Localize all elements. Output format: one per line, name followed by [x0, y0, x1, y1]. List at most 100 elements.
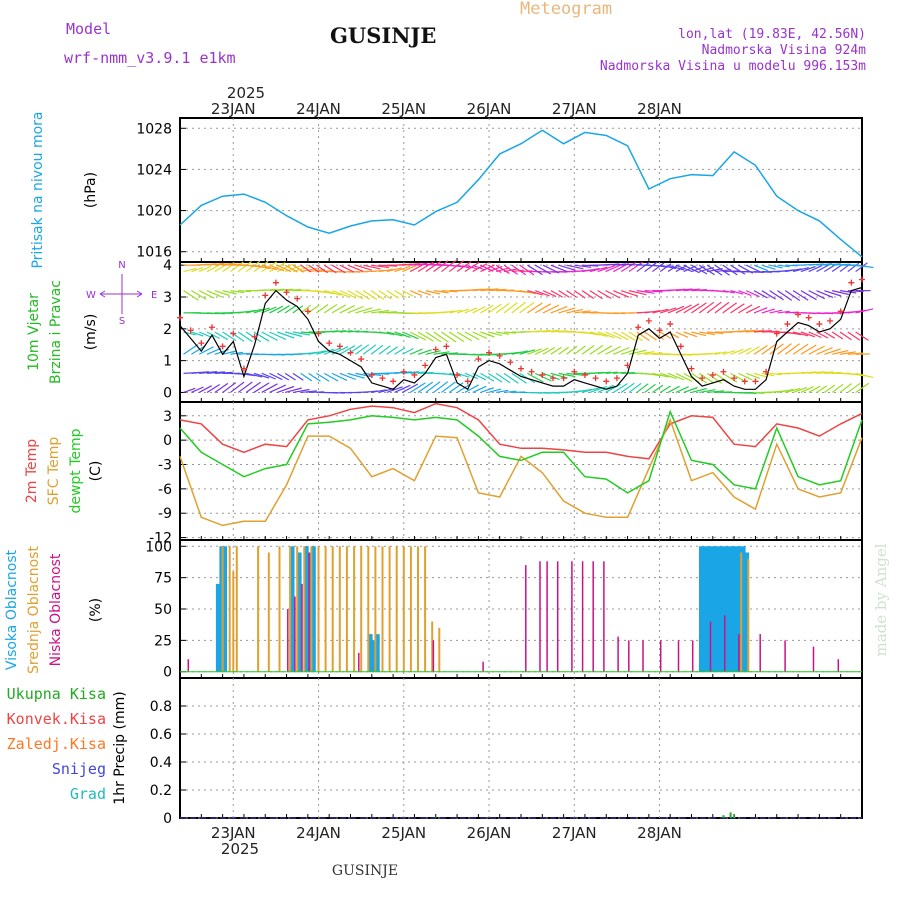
wind-arrow — [839, 331, 852, 341]
wind-arrow — [738, 372, 753, 381]
model-label: Model — [66, 20, 111, 38]
temperature-ytick-label: -12 — [149, 531, 172, 547]
wind-arrow — [449, 264, 463, 268]
compass-north: N — [118, 260, 125, 271]
wind-arrow — [769, 343, 784, 355]
gust-marker — [251, 333, 258, 340]
wind-arrow — [378, 345, 391, 355]
wind-arrow — [534, 372, 552, 382]
wind-arrow — [777, 343, 792, 355]
wind-arrow — [527, 290, 543, 296]
wind-arrow — [769, 372, 782, 376]
wind-arrow — [589, 331, 608, 337]
gust-marker — [454, 371, 461, 378]
wind-arrow — [324, 347, 342, 355]
wind-arrow — [808, 263, 824, 266]
wind-panel: 0 1 2 3 4 10m Vjetar Brzina i Pravac (m/s) N W E S — [26, 258, 874, 403]
gust-marker — [518, 365, 524, 372]
wind-arrow — [503, 390, 517, 394]
wind-arrow — [495, 264, 510, 275]
wind-arrow — [675, 264, 687, 273]
gust-marker — [475, 356, 482, 363]
wind-arrow — [581, 290, 595, 299]
wind-arrow — [831, 383, 844, 393]
wind-arrow — [308, 264, 320, 273]
wind-arrow — [300, 372, 313, 382]
precip-legend-1: Konvek.Kisa — [7, 710, 106, 728]
bottom-date-label: 26JAN — [467, 824, 512, 842]
wind-arrow — [441, 372, 455, 376]
wind-arrow — [253, 264, 271, 270]
gust-marker — [187, 327, 194, 334]
wind-arrow — [706, 372, 722, 384]
wind-arrow — [675, 372, 693, 382]
wind-arrow — [472, 288, 491, 292]
wind-arrow — [636, 351, 655, 355]
gust-marker — [283, 289, 290, 296]
wind-arrow — [831, 264, 843, 273]
pressure-unit: (hPa) — [83, 172, 99, 208]
wind-arrow — [613, 263, 627, 266]
wind-arrow — [464, 372, 479, 380]
wind-arrow — [847, 331, 861, 341]
wind-arrow — [472, 264, 486, 271]
gust-marker — [656, 327, 663, 334]
wind-arrow — [582, 311, 598, 314]
precip-ytick-label: 0.4 — [150, 755, 172, 771]
wind-arrow — [683, 264, 700, 274]
wind-arrow — [800, 344, 817, 355]
bottom-date-label: 25JAN — [381, 824, 426, 842]
wind-arrow — [425, 290, 441, 295]
gust-marker — [230, 330, 237, 337]
temp-label-2: dewpt Temp — [68, 428, 84, 513]
wind-arrow — [402, 383, 419, 393]
gust-marker — [581, 371, 588, 378]
gust-marker — [699, 375, 706, 382]
gust-marker — [677, 343, 684, 350]
wind-arrow — [237, 331, 253, 343]
wind-arrow — [722, 290, 735, 294]
wind-arrow — [550, 346, 562, 355]
wind-arrow — [566, 345, 578, 355]
wind-arrow — [691, 331, 707, 337]
wind-arrow — [550, 264, 568, 273]
wind-arrow — [730, 264, 746, 275]
gust-marker — [741, 378, 748, 385]
wind-arrow — [183, 267, 197, 273]
gust-marker — [709, 371, 716, 378]
wind-arrow — [292, 331, 311, 336]
wind-arrow — [644, 261, 658, 273]
wind-arrow — [472, 331, 488, 339]
wind-arrow — [410, 371, 427, 374]
wind-arrow — [558, 264, 576, 271]
wind-arrow — [683, 386, 698, 394]
wind-arrow — [277, 385, 295, 394]
wind-arrow — [683, 288, 700, 292]
wind-arrow — [339, 330, 353, 333]
wind-arrow — [566, 264, 584, 270]
clouds-ytick-label: 0 — [163, 665, 172, 681]
wind-arrow — [261, 383, 278, 393]
gust-marker — [752, 378, 759, 385]
wind-arrow — [206, 331, 220, 340]
wind-arrow — [206, 347, 222, 355]
wind-arrow — [667, 331, 680, 339]
wind-arrow — [636, 261, 650, 273]
temperature-ytick-label: -9 — [158, 506, 172, 522]
gust-marker — [773, 330, 780, 337]
wind-arrow — [339, 372, 357, 381]
wind-arrow — [534, 347, 549, 355]
gust-marker — [720, 368, 727, 375]
top-date-label: 23JAN — [211, 100, 256, 118]
wind-arrow — [402, 290, 414, 297]
wind-arrow — [488, 388, 502, 394]
wind-arrow — [394, 384, 411, 394]
wind-arrow — [566, 290, 578, 298]
wind-arrow — [496, 331, 510, 335]
wind-arrow — [214, 290, 230, 297]
wind-arrow — [675, 331, 689, 338]
wind-arrow — [839, 290, 857, 294]
wind-arrow — [644, 352, 663, 355]
gust-marker — [422, 362, 429, 369]
compass-west: W — [86, 290, 96, 301]
